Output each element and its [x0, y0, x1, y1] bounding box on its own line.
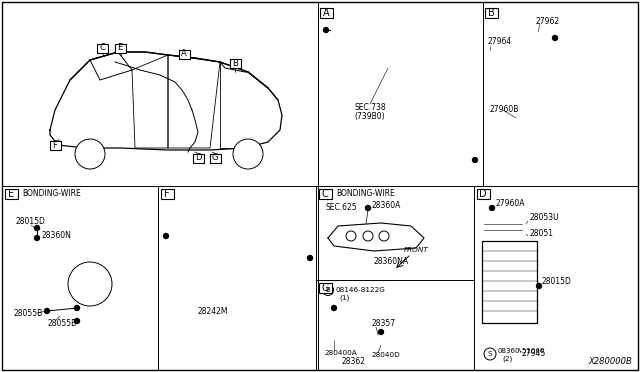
Text: BONDING-WIRE: BONDING-WIRE — [22, 189, 81, 199]
Bar — [193, 154, 204, 163]
Circle shape — [484, 348, 496, 360]
Text: F: F — [164, 189, 170, 199]
Circle shape — [323, 285, 333, 295]
Text: (739B0): (739B0) — [355, 112, 385, 121]
Bar — [179, 49, 189, 58]
Text: A: A — [181, 49, 187, 58]
Text: 27945: 27945 — [522, 350, 547, 359]
Circle shape — [233, 139, 263, 169]
Bar — [49, 141, 61, 150]
Bar — [115, 44, 125, 52]
Text: 28055B: 28055B — [13, 308, 42, 317]
Text: D: D — [479, 189, 487, 199]
Circle shape — [68, 262, 112, 306]
Circle shape — [163, 234, 168, 238]
Text: 28360A: 28360A — [372, 202, 401, 211]
Text: 28053U: 28053U — [529, 214, 559, 222]
Text: X280000B: X280000B — [588, 357, 632, 366]
Text: C: C — [99, 44, 105, 52]
Circle shape — [332, 305, 337, 311]
Text: S: S — [488, 351, 492, 357]
Text: 28362: 28362 — [341, 357, 365, 366]
Text: (2): (2) — [502, 356, 512, 362]
Text: FRONT: FRONT — [404, 247, 429, 253]
Text: B: B — [232, 58, 238, 67]
Circle shape — [379, 231, 389, 241]
Text: E: E — [8, 189, 14, 199]
Text: 28015D: 28015D — [542, 278, 572, 286]
Text: BONDING-WIRE: BONDING-WIRE — [336, 189, 395, 199]
Text: 28357: 28357 — [371, 320, 395, 328]
Bar — [4, 189, 17, 199]
Text: (1): (1) — [339, 295, 349, 301]
Text: 28360NA: 28360NA — [373, 257, 408, 266]
Text: 28051: 28051 — [529, 230, 553, 238]
Circle shape — [323, 28, 328, 32]
Text: F: F — [52, 141, 58, 150]
Text: 28360N: 28360N — [41, 231, 71, 240]
Circle shape — [365, 205, 371, 211]
Bar — [161, 189, 173, 199]
Text: E: E — [117, 44, 123, 52]
Bar — [209, 154, 221, 163]
Text: SEC.625: SEC.625 — [326, 203, 358, 212]
Circle shape — [363, 231, 373, 241]
Circle shape — [490, 205, 495, 211]
Text: G: G — [212, 154, 218, 163]
Bar — [319, 189, 332, 199]
Bar — [230, 58, 241, 67]
Text: 28040D: 28040D — [371, 352, 400, 358]
Text: SEC.738: SEC.738 — [354, 103, 386, 112]
Text: B: B — [326, 287, 330, 293]
Text: D: D — [195, 154, 201, 163]
Text: B: B — [488, 8, 494, 18]
Circle shape — [472, 157, 477, 163]
Bar — [482, 241, 537, 323]
Circle shape — [35, 235, 40, 241]
Circle shape — [74, 318, 79, 324]
Bar — [319, 8, 333, 18]
Circle shape — [346, 231, 356, 241]
Text: A: A — [323, 8, 330, 18]
Text: 28242M: 28242M — [198, 307, 228, 315]
Bar — [484, 8, 497, 18]
Text: G: G — [321, 283, 329, 293]
Circle shape — [307, 256, 312, 260]
Text: 28015D: 28015D — [15, 218, 45, 227]
Text: 08360-51060: 08360-51060 — [498, 348, 545, 354]
Text: 27960A: 27960A — [496, 199, 525, 208]
Text: 27964: 27964 — [488, 38, 512, 46]
Circle shape — [552, 35, 557, 41]
Circle shape — [536, 283, 541, 289]
Circle shape — [378, 330, 383, 334]
Text: 27960B: 27960B — [490, 106, 520, 115]
Bar — [319, 283, 332, 293]
Text: 08146-8122G: 08146-8122G — [335, 287, 385, 293]
Text: 27962: 27962 — [535, 17, 559, 26]
Text: C: C — [322, 189, 328, 199]
Circle shape — [45, 308, 49, 314]
Bar — [97, 44, 108, 52]
Text: 280400A: 280400A — [324, 350, 356, 356]
Circle shape — [75, 139, 105, 169]
Text: 28055B: 28055B — [47, 318, 76, 327]
Circle shape — [35, 225, 40, 231]
Bar — [477, 189, 490, 199]
Circle shape — [74, 305, 79, 311]
